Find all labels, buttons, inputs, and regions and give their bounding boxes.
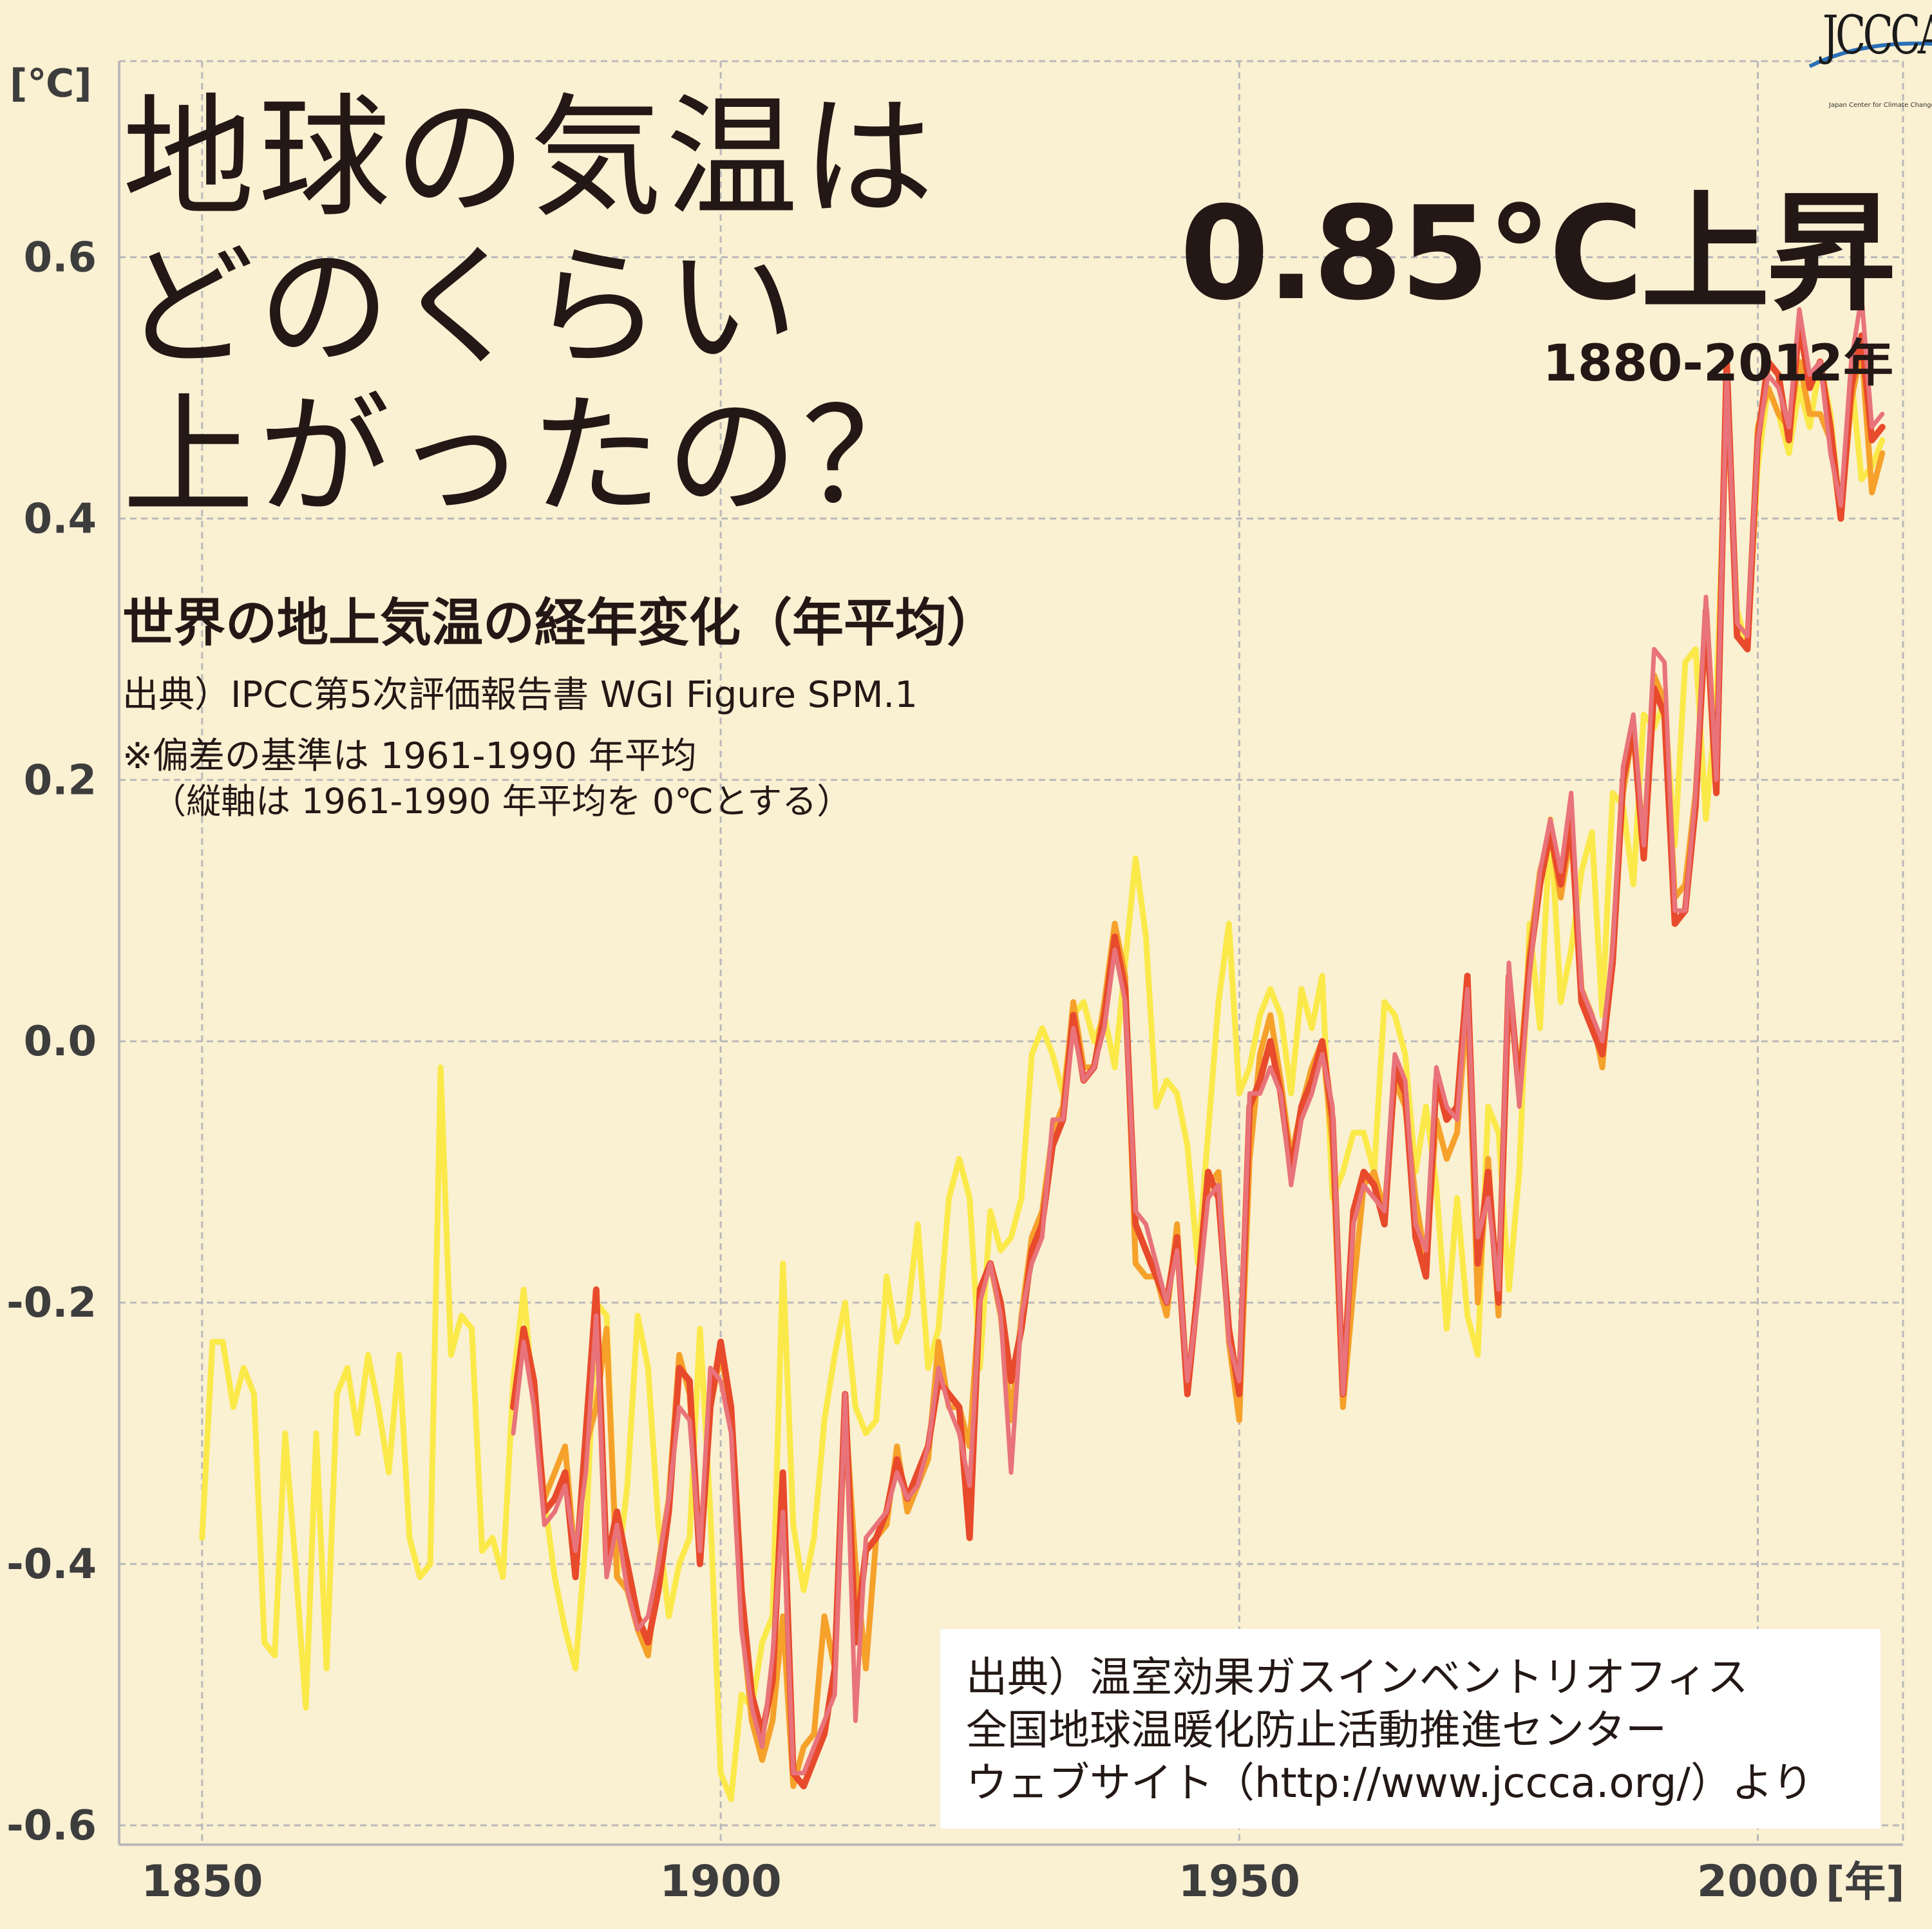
axes — [118, 61, 1903, 1846]
credit-box: 出典）温室効果ガスインベントリオフィス 全国地球温暖化防止活動推進センター ウェ… — [940, 1629, 1880, 1829]
headline-line-1: 地球の気温は — [122, 82, 938, 235]
headline: 地球の気温は どのくらい 上がったの？ — [122, 84, 1088, 532]
credit-line-2: 全国地球温暖化防止活動推進センター — [966, 1707, 1667, 1755]
y-tick-label: 0.0 — [24, 1018, 97, 1066]
temperature-rise-stat: 0.85°C上昇 — [1179, 179, 1896, 329]
x-tick-label: 2000 — [1697, 1856, 1819, 1907]
source-note: 出典）IPCC第5次評価報告書 WGI Figure SPM.1 — [122, 674, 918, 716]
y-tick-label: -0.6 — [6, 1802, 97, 1850]
baseline-note: ※偏差の基準は 1961-1990 年平均 — [122, 735, 697, 777]
axis-labels: -0.6 -0.4 -0.2 0.0 0.2 0.4 0.6 1850 1900 1950 2000… — [6, 61, 1904, 1907]
x-tick-label: 1950 — [1179, 1856, 1300, 1907]
series-line-3 — [510, 319, 1886, 1790]
axis-note: （縦軸は 1961-1990 年平均を 0℃とする） — [151, 781, 852, 822]
y-tick-label: 0.6 — [24, 234, 97, 281]
logo-swoosh-icon — [1808, 41, 1932, 68]
credit-line-3: ウェブサイト（http://www.jccca.org/）より — [966, 1760, 1814, 1807]
y-axis-label: [℃] — [10, 61, 92, 106]
logo-subtext: Japan Center for Climate Change Actions — [1829, 102, 1932, 108]
y-tick-label: 0.4 — [24, 495, 97, 543]
period-label: 1880-2012年 — [1542, 335, 1893, 393]
grid — [119, 60, 1904, 1845]
jccca-logo: JCCCA Japan Center for Climate Change Ac… — [1784, 5, 1932, 108]
y-tick-label: -0.2 — [6, 1279, 97, 1327]
series-lines — [199, 294, 1886, 1802]
x-axis-label: [年] — [1826, 1859, 1905, 1906]
headline-line-2: どのくらい — [122, 231, 802, 384]
y-tick-label: -0.4 — [6, 1541, 97, 1588]
x-tick-label: 1900 — [659, 1856, 781, 1907]
series-line-1 — [199, 359, 1886, 1802]
chart-subtitle: 世界の地上気温の経年変化（年平均） — [122, 593, 998, 653]
credit-line-1: 出典）温室効果ガスインベントリオフィス — [966, 1654, 1748, 1702]
headline-line-3: 上がったの？ — [122, 381, 938, 534]
logo-text: JCCCA — [1823, 5, 1932, 66]
y-tick-label: 0.2 — [24, 757, 97, 804]
series-line-4 — [511, 294, 1885, 1776]
x-tick-label: 1850 — [141, 1856, 263, 1907]
series-line-2 — [510, 346, 1886, 1789]
